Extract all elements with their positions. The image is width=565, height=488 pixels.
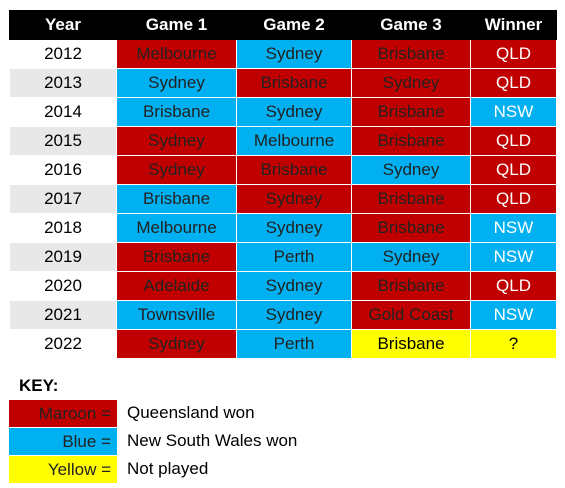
color-key: KEY: Maroon = Queensland won Blue = New Sou… (9, 376, 297, 483)
table-row: 2017 Brisbane Sydney Brisbane QLD (9, 184, 557, 214)
year-cell: 2014 (9, 97, 117, 127)
winner-cell: ? (470, 329, 557, 359)
key-item: Blue = New South Wales won (9, 427, 297, 455)
header-row: Year Game 1 Game 2 Game 3 Winner (9, 10, 557, 40)
table-row: 2022 Sydney Perth Brisbane? (9, 329, 557, 359)
table-row: 2019 Brisbane Perth Sydney NSW (9, 242, 557, 272)
key-item: Maroon = Queensland won (9, 399, 297, 427)
game-1-venue-cell: Melbourne (116, 213, 237, 243)
game-1-venue-cell: Sydney (116, 68, 237, 98)
year-cell: 2022 (9, 329, 117, 359)
game-1-venue-cell: Sydney (116, 329, 237, 359)
table-body: 2012 Melbourne Sydney Brisbane QLD 2013 Sydney… (9, 39, 557, 359)
winner-cell: QLD (470, 271, 557, 301)
winner-cell: QLD (470, 184, 557, 214)
table-row: 2020 Adelaide Sydney Brisbane QLD (9, 271, 557, 301)
game-1-venue-cell: Sydney (116, 126, 237, 156)
game-3-venue-cell: Gold Coast (351, 300, 471, 330)
game-2-venue-cell: Perth (236, 329, 352, 359)
table-row: 2013 Sydney Brisbane Sydney QLD (9, 68, 557, 98)
header-game-1: Game 1 (116, 10, 237, 40)
winner-cell: NSW (470, 213, 557, 243)
key-item: Yellow = Not played (9, 455, 297, 483)
game-3-venue-cell: Brisbane (351, 213, 471, 243)
game-2-venue-cell: Brisbane (236, 68, 352, 98)
game-3-venue-cell: Sydney (351, 68, 471, 98)
game-1-venue-cell: Melbourne (116, 39, 237, 69)
year-cell: 2012 (9, 39, 117, 69)
game-3-venue-cell: Brisbane (351, 39, 471, 69)
key-description: Queensland won (127, 403, 255, 422)
game-2-venue-cell: Sydney (236, 184, 352, 214)
winner-cell: NSW (470, 300, 557, 330)
key-description: New South Wales won (127, 431, 298, 450)
game-1-venue-cell: Brisbane (116, 242, 237, 272)
winner-cell: QLD (470, 155, 557, 185)
game-1-venue-cell: Brisbane (116, 97, 237, 127)
game-2-venue-cell: Sydney (236, 271, 352, 301)
winner-cell: NSW (470, 97, 557, 127)
game-3-venue-cell: Brisbane (351, 329, 471, 359)
table-row: 2012 Melbourne Sydney Brisbane QLD (9, 39, 557, 69)
game-3-venue-cell: Sydney (351, 242, 471, 272)
header-game-3: Game 3 (351, 10, 471, 40)
winner-cell: NSW (470, 242, 557, 272)
game-1-venue-cell: Townsville (116, 300, 237, 330)
year-cell: 2021 (9, 300, 117, 330)
winner-cell: QLD (470, 39, 557, 69)
game-3-venue-cell: Brisbane (351, 97, 471, 127)
winner-cell: QLD (470, 68, 557, 98)
game-2-venue-cell: Perth (236, 242, 352, 272)
table-row: 2014 Brisbane Sydney Brisbane NSW (9, 97, 557, 127)
year-cell: 2015 (9, 126, 117, 156)
year-cell: 2019 (9, 242, 117, 272)
key-list: Maroon = Queensland won Blue = New South Wa… (9, 399, 297, 483)
key-swatch-maroon: Maroon = (9, 399, 117, 427)
year-cell: 2016 (9, 155, 117, 185)
year-cell: 2020 (9, 271, 117, 301)
year-cell: 2017 (9, 184, 117, 214)
key-description: Not played (127, 459, 209, 478)
game-1-venue-cell: Brisbane (116, 184, 237, 214)
year-cell: 2018 (9, 213, 117, 243)
table-row: 2016 Sydney Brisbane Sydney QLD (9, 155, 557, 185)
game-3-venue-cell: Brisbane (351, 271, 471, 301)
game-2-venue-cell: Sydney (236, 97, 352, 127)
winner-cell: QLD (470, 126, 557, 156)
table-row: 2021 Townsville Sydney Gold Coast NSW (9, 300, 557, 330)
header-game-2: Game 2 (236, 10, 352, 40)
game-2-venue-cell: Sydney (236, 213, 352, 243)
key-title: KEY: (19, 376, 59, 395)
game-3-venue-cell: Brisbane (351, 126, 471, 156)
table-row: 2018 Melbourne Sydney Brisbane NSW (9, 213, 557, 243)
table-row: 2015 Sydney Melbourne Brisbane QLD (9, 126, 557, 156)
key-swatch-blue: Blue = (9, 427, 117, 455)
game-2-venue-cell: Sydney (236, 300, 352, 330)
game-2-venue-cell: Brisbane (236, 155, 352, 185)
origin-results-table: Year Game 1 Game 2 Game 3 Winner 2012 Mel… (9, 10, 557, 359)
year-cell: 2013 (9, 68, 117, 98)
game-2-venue-cell: Melbourne (236, 126, 352, 156)
game-1-venue-cell: Adelaide (116, 271, 237, 301)
game-2-venue-cell: Sydney (236, 39, 352, 69)
game-1-venue-cell: Sydney (116, 155, 237, 185)
key-swatch-yellow: Yellow = (9, 455, 117, 483)
game-3-venue-cell: Brisbane (351, 184, 471, 214)
header-winner: Winner (470, 10, 557, 40)
game-3-venue-cell: Sydney (351, 155, 471, 185)
header-year: Year (9, 10, 117, 40)
